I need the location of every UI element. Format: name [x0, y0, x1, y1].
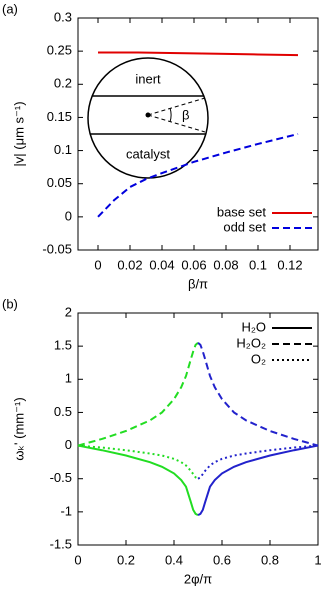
x-tick-label: 0 — [74, 552, 81, 567]
y-tick-label: 0.2 — [54, 76, 72, 91]
series-line — [97, 133, 299, 218]
y-tick-label: 0.3 — [54, 9, 72, 24]
x-axis-label: 2φ/π — [184, 571, 212, 586]
series-line — [197, 444, 319, 517]
inset-label: β — [182, 107, 189, 122]
x-tick-label: 0.04 — [149, 257, 174, 272]
panel-label: (a) — [2, 1, 18, 16]
x-tick-label: 0.02 — [117, 257, 142, 272]
x-tick-label: 0.8 — [261, 552, 279, 567]
legend-label: odd set — [223, 219, 266, 234]
y-tick-label: -0.05 — [42, 241, 72, 256]
series-line — [77, 444, 199, 480]
x-tick-label: 0 — [94, 257, 101, 272]
y-tick-label: -1 — [60, 503, 72, 518]
x-axis-label: β/π — [188, 276, 208, 291]
y-tick-label: 0.15 — [47, 109, 72, 124]
x-tick-label: 0.2 — [117, 552, 135, 567]
y-tick-label: 0 — [65, 437, 72, 452]
x-tick-label: 0.6 — [213, 552, 231, 567]
legend-label: base set — [217, 204, 267, 219]
x-tick-label: 0.06 — [181, 257, 206, 272]
inset-ray — [147, 114, 206, 133]
x-tick-label: 0.12 — [277, 257, 302, 272]
y-tick-label: 0.1 — [54, 142, 72, 157]
y-tick-label: -1.5 — [50, 536, 72, 551]
y-axis-label: ωₖ' (mm⁻¹) — [11, 397, 26, 460]
legend-label: H₂O₂ — [236, 335, 266, 350]
series-line — [77, 444, 199, 517]
y-tick-label: 0.5 — [54, 404, 72, 419]
x-tick-label: 0.1 — [249, 257, 267, 272]
series-line — [197, 444, 319, 480]
legend-label: H₂O — [241, 319, 266, 334]
inset-circle — [87, 57, 209, 179]
plot-frame — [77, 312, 319, 546]
panel-label: (b) — [2, 296, 18, 311]
inset-arc — [169, 107, 172, 123]
x-tick-label: 0.08 — [213, 257, 238, 272]
y-tick-label: -0.5 — [50, 470, 72, 485]
series-line — [197, 342, 319, 447]
y-tick-label: 0.05 — [47, 175, 72, 190]
series-line — [98, 51, 299, 57]
series-line — [77, 342, 199, 447]
y-tick-label: 1.5 — [54, 338, 72, 353]
plot-frame — [77, 17, 319, 251]
y-tick-label: 0.25 — [47, 43, 72, 58]
inset-label: catalyst — [126, 146, 170, 161]
inset-label: inert — [135, 71, 161, 86]
x-tick-label: 0.4 — [165, 552, 183, 567]
y-tick-label: 0 — [65, 208, 72, 223]
x-tick-label: 1 — [314, 552, 321, 567]
legend-label: O₂ — [251, 351, 266, 366]
y-tick-label: 1 — [65, 371, 72, 386]
y-axis-label: |v| (μm s⁻¹) — [11, 101, 26, 166]
inset-ray — [147, 97, 206, 116]
y-tick-label: 2 — [65, 304, 72, 319]
